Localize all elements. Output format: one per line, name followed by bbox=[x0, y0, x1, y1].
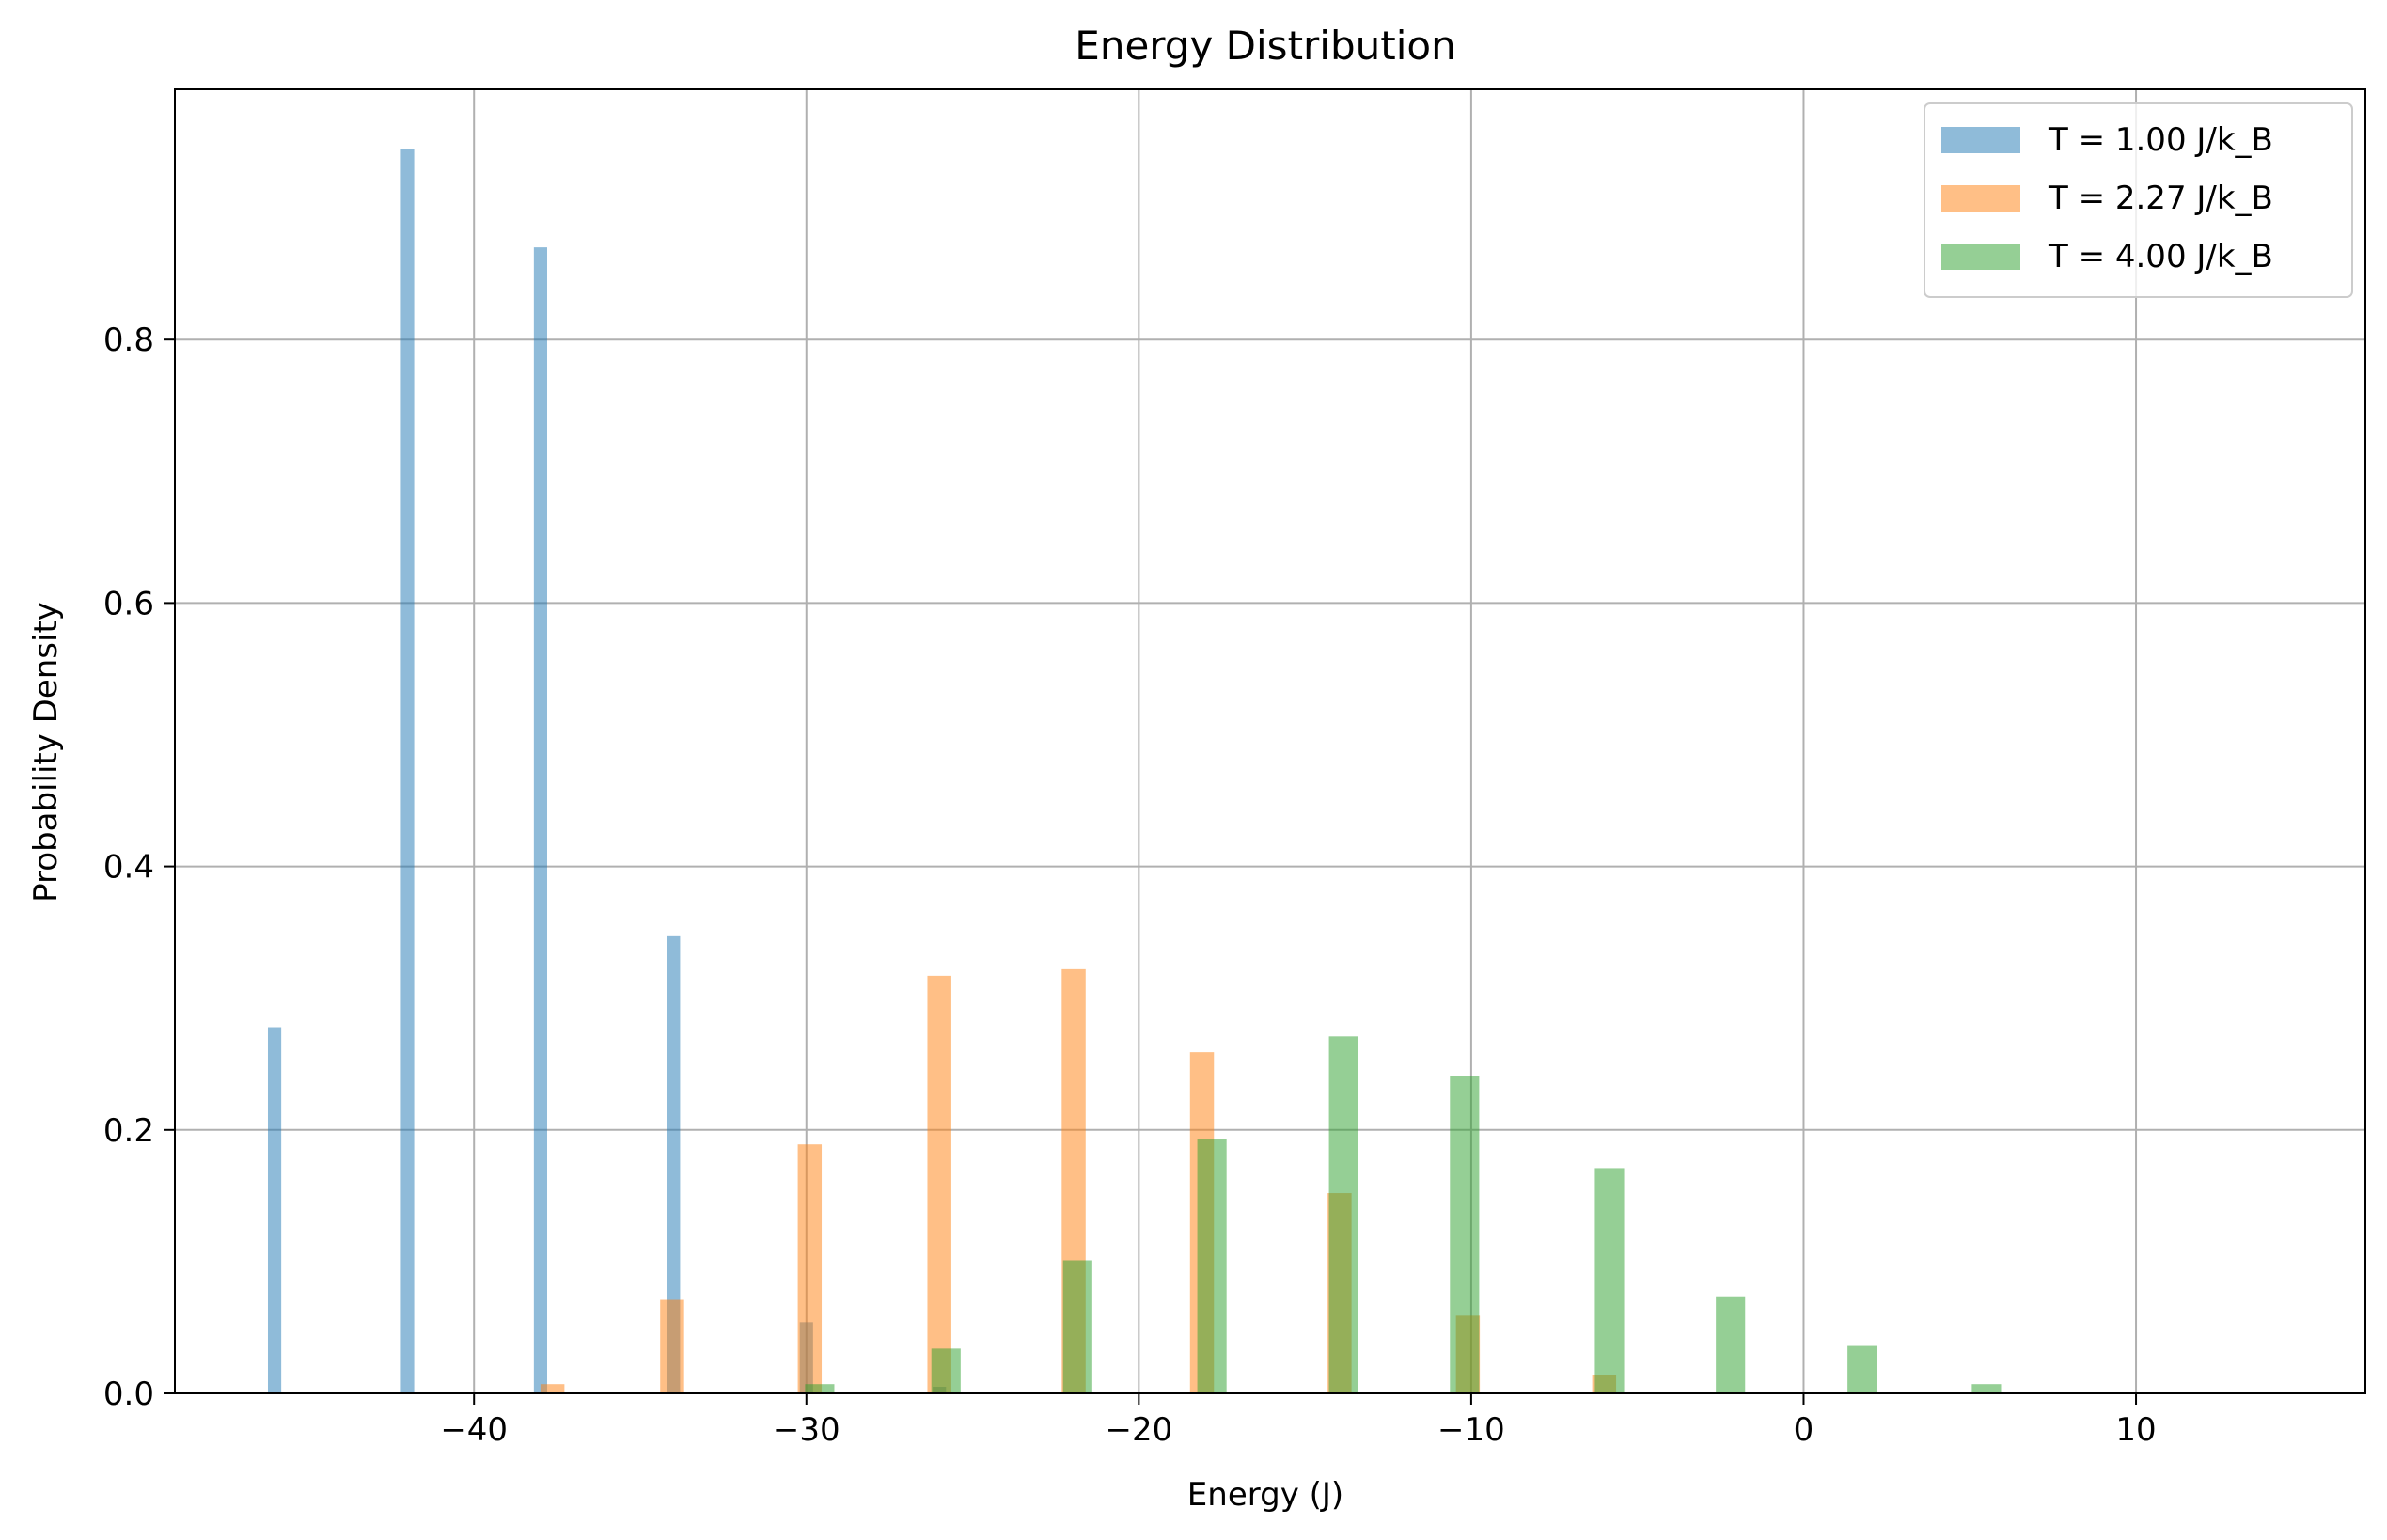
histogram-bar bbox=[400, 149, 415, 1394]
histogram-bar bbox=[1847, 1345, 1877, 1393]
histogram-bar bbox=[805, 1384, 835, 1393]
y-axis-label: Probability Density bbox=[27, 602, 65, 903]
histogram-bar bbox=[533, 247, 547, 1393]
legend-swatch bbox=[1941, 244, 2020, 270]
legend-swatch bbox=[1941, 185, 2020, 212]
plot-frame bbox=[174, 88, 2366, 1394]
histogram-bar bbox=[667, 935, 681, 1393]
histogram-bar bbox=[1450, 1076, 1480, 1393]
histogram-bar bbox=[1062, 1260, 1092, 1393]
histogram-bar bbox=[931, 1348, 961, 1393]
legend-label: T = 1.00 J/k_B bbox=[2048, 121, 2273, 159]
x-tick-label: −30 bbox=[773, 1411, 840, 1449]
histogram-bar bbox=[927, 975, 951, 1393]
x-tick-label: 10 bbox=[2115, 1411, 2156, 1449]
x-tick-label: −10 bbox=[1437, 1411, 1505, 1449]
histogram-bar bbox=[540, 1384, 565, 1393]
legend-item: T = 4.00 J/k_B bbox=[1941, 238, 2273, 275]
series-3-bars bbox=[805, 1036, 2002, 1393]
histogram-bar bbox=[1197, 1139, 1227, 1393]
y-tick-label: 0.8 bbox=[103, 322, 154, 359]
y-tick-label: 0.4 bbox=[103, 849, 154, 887]
histogram-bar bbox=[1594, 1168, 1625, 1393]
histogram-bars bbox=[267, 149, 2002, 1394]
legend: T = 1.00 J/k_B T = 2.27 J/k_B T = 4.00 J/k… bbox=[1924, 102, 2353, 298]
x-tick-label: −20 bbox=[1105, 1411, 1172, 1449]
chart-title: Energy Distribution bbox=[1075, 23, 1455, 69]
histogram-bar bbox=[1328, 1036, 1358, 1393]
histogram-bar bbox=[1971, 1384, 2002, 1393]
histogram-bar bbox=[1716, 1296, 1746, 1393]
x-tick-label: −40 bbox=[440, 1411, 508, 1449]
histogram-bar bbox=[797, 1144, 823, 1393]
y-tick-label: 0.2 bbox=[103, 1112, 154, 1150]
y-tick-label: 0.6 bbox=[103, 585, 154, 622]
histogram-bar bbox=[660, 1299, 684, 1393]
axis-ticks: −40 −30 −20 −10 0 10 0.0 0.2 0.4 0.6 0.8 bbox=[103, 322, 2157, 1449]
legend-label: T = 4.00 J/k_B bbox=[2048, 238, 2273, 275]
legend-label: T = 2.27 J/k_B bbox=[2048, 180, 2273, 217]
x-axis-label: Energy (J) bbox=[1187, 1476, 1343, 1514]
legend-swatch bbox=[1941, 127, 2020, 153]
legend-item: T = 2.27 J/k_B bbox=[1941, 180, 2273, 217]
histogram-bar bbox=[267, 1027, 282, 1393]
legend-item: T = 1.00 J/k_B bbox=[1941, 121, 2273, 159]
x-tick-label: 0 bbox=[1794, 1411, 1814, 1449]
legend-box bbox=[1924, 102, 2353, 298]
y-tick-label: 0.0 bbox=[103, 1375, 154, 1413]
